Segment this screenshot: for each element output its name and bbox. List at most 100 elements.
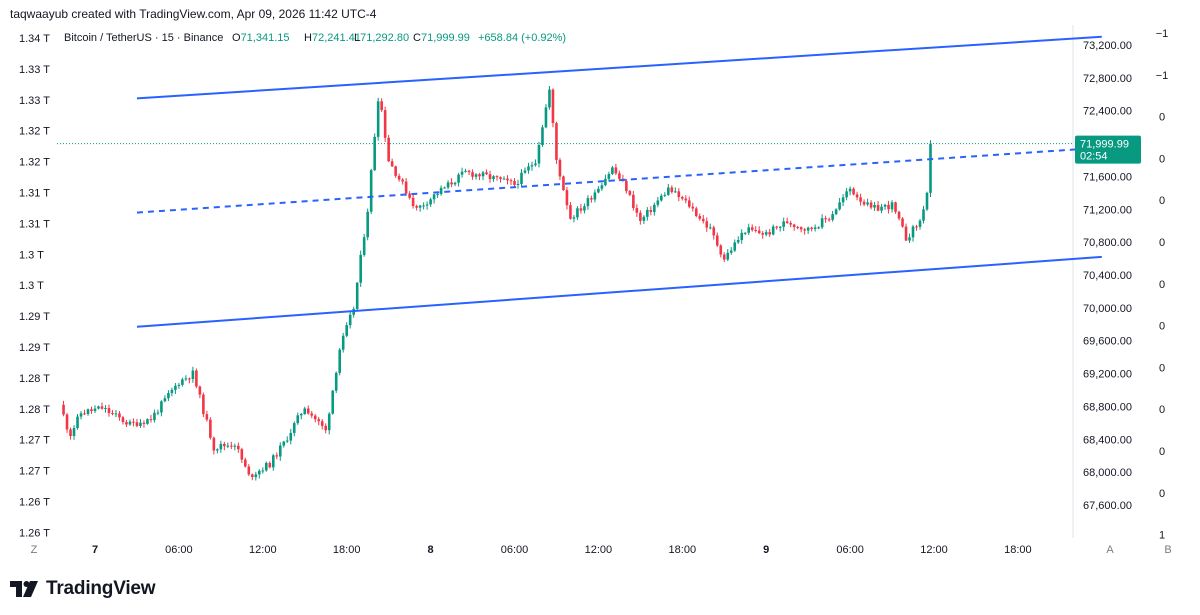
candle xyxy=(841,194,845,207)
candle xyxy=(125,419,128,428)
candle xyxy=(555,121,558,164)
time-tick-label: 12:00 xyxy=(920,544,948,556)
candle xyxy=(771,224,775,236)
candle xyxy=(460,167,464,178)
candle xyxy=(904,223,908,242)
candle xyxy=(359,250,362,287)
candle xyxy=(254,471,258,481)
candle xyxy=(810,226,813,232)
candle xyxy=(397,173,401,182)
left-axis[interactable]: 1.34 T 1.33 T 1.33 T 1.32 T 1.32 T 1.31 T 1.31… xyxy=(19,33,50,539)
candle xyxy=(778,225,782,232)
channel-upper-line[interactable] xyxy=(136,35,1102,100)
candle xyxy=(597,186,600,194)
candle xyxy=(195,368,198,389)
candle xyxy=(726,248,730,262)
price-tick-label: 73,200.00 xyxy=(1083,40,1132,52)
candle xyxy=(65,413,69,433)
price-tick-label: 70,000.00 xyxy=(1083,303,1132,315)
left-tick-label: 1.26 T xyxy=(19,497,50,509)
candle xyxy=(639,210,642,225)
candle xyxy=(369,168,373,214)
candle xyxy=(230,441,233,450)
candles-group xyxy=(62,86,932,481)
candle xyxy=(268,461,272,469)
channel-lower-line[interactable] xyxy=(136,255,1102,328)
candle xyxy=(600,182,604,191)
candle xyxy=(390,158,394,168)
far-right-axis[interactable]: −1 −1 0 0 0 0 0 0 0 0 0 0 1 xyxy=(1156,28,1169,542)
candle xyxy=(278,442,282,461)
candle xyxy=(177,382,181,389)
candle xyxy=(838,197,841,211)
candle xyxy=(251,473,254,481)
price-chart[interactable]: Bitcoin / TetherUS · 15 · Binance O71,34… xyxy=(0,0,1200,570)
candle xyxy=(327,412,331,435)
legend-change: +658.84 (+0.92%) xyxy=(478,32,566,44)
candle xyxy=(464,168,467,173)
candle xyxy=(834,208,838,216)
candle xyxy=(527,162,530,174)
price-axis[interactable]: 73,200.0072,800.0072,400.0072,000.0071,6… xyxy=(1083,40,1132,512)
candle xyxy=(789,220,792,228)
candle xyxy=(642,215,646,225)
candle xyxy=(264,461,268,472)
candle xyxy=(163,395,167,403)
axis-mode-button[interactable]: A xyxy=(1106,544,1114,556)
plot-area[interactable] xyxy=(57,25,1102,538)
candle xyxy=(334,371,338,394)
candle xyxy=(911,224,915,242)
candle xyxy=(583,203,586,214)
candle xyxy=(107,404,111,417)
candle xyxy=(845,188,848,201)
candle xyxy=(883,203,887,210)
far-right-tick-label: 0 xyxy=(1159,446,1165,458)
candle xyxy=(701,214,705,224)
price-tick-label: 71,600.00 xyxy=(1083,171,1132,183)
candle xyxy=(820,214,824,230)
candle xyxy=(674,187,677,193)
time-tick-label: 18:00 xyxy=(669,544,697,556)
left-tick-label: 1.29 T xyxy=(19,342,50,354)
time-tick-label: 12:00 xyxy=(585,544,613,556)
candle xyxy=(764,229,768,237)
candle xyxy=(544,104,548,129)
candle xyxy=(478,172,481,181)
candle xyxy=(565,186,569,210)
candle xyxy=(355,281,359,311)
candle xyxy=(174,382,177,394)
candle xyxy=(453,181,457,187)
candle xyxy=(516,179,520,189)
candle xyxy=(212,436,216,455)
tradingview-logo[interactable]: TradingView xyxy=(10,578,156,600)
candle xyxy=(209,417,212,440)
candle xyxy=(86,408,90,416)
candle xyxy=(499,176,502,183)
candle xyxy=(132,418,135,427)
candle xyxy=(492,175,495,182)
candle xyxy=(576,206,579,220)
candle xyxy=(817,226,820,230)
candle xyxy=(915,224,918,231)
candle xyxy=(422,202,425,210)
price-tick-label: 72,800.00 xyxy=(1083,73,1132,85)
candle xyxy=(181,377,184,387)
time-axis[interactable]: Z 7 06:00 12:00 18:00 8 06:00 12:00 18:00 9 06:00… xyxy=(31,544,1032,556)
candle xyxy=(411,194,415,209)
candle xyxy=(373,133,376,171)
candle xyxy=(625,178,628,194)
tradingview-logo-icon xyxy=(10,581,38,597)
candle xyxy=(506,175,509,185)
timezone-marker[interactable]: Z xyxy=(31,544,38,556)
candle xyxy=(324,423,328,434)
candle xyxy=(604,174,607,187)
axis-mode-button[interactable]: B xyxy=(1164,544,1171,556)
chart-credit: taqwaayub created with TradingView.com, … xyxy=(10,7,377,21)
candle xyxy=(646,207,649,221)
parallel-channel[interactable] xyxy=(136,35,1102,328)
candle xyxy=(806,226,810,234)
candle xyxy=(569,202,572,220)
channel-median-line[interactable] xyxy=(136,146,1102,214)
price-tag-countdown: 02:54 xyxy=(1080,151,1108,163)
